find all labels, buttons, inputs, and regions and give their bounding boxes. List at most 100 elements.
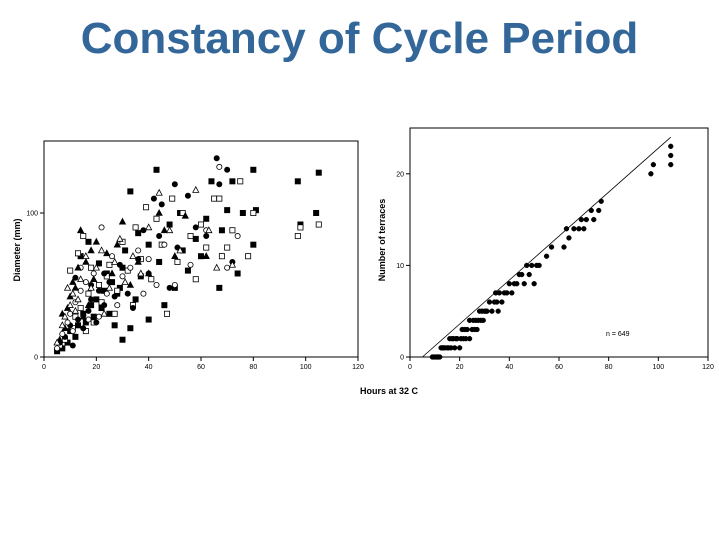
open-circle-point: [77, 287, 84, 294]
terrace-point: [504, 290, 510, 296]
open-triangle-point: [110, 257, 119, 265]
filled-triangle-point: [181, 211, 189, 219]
terrace-point: [452, 345, 458, 351]
open-circle-point: [67, 310, 74, 317]
open-triangle-point: [144, 223, 153, 231]
filled-triangle-point: [160, 226, 169, 234]
terrace-point: [466, 336, 473, 342]
right-ticks: 0 20 40 60 80 100 120 0 10 20: [396, 171, 714, 371]
filled-square-point: [119, 336, 126, 343]
open-triangle-point: [213, 263, 221, 271]
right-x-tick-label: 80: [605, 364, 613, 371]
filled-square-point: [192, 235, 199, 242]
terrace-point: [566, 235, 572, 241]
terrace-point: [519, 271, 525, 278]
open-circle-point: [59, 330, 66, 337]
filled-circle-point: [203, 233, 210, 240]
filled-triangle-point: [103, 249, 111, 257]
right-y-tick-label: 20: [396, 171, 404, 178]
open-triangle-point: [192, 185, 200, 193]
open-square-point: [163, 310, 170, 317]
open-square-point: [218, 253, 225, 260]
open-circle-point: [224, 264, 231, 271]
open-triangle-point: [53, 338, 61, 346]
filled-square-point: [127, 188, 134, 195]
terrace-point: [563, 226, 570, 232]
open-circle-point: [103, 290, 110, 297]
filled-square-point: [127, 325, 134, 332]
terrace-point: [499, 299, 505, 305]
open-circle-point: [153, 281, 160, 288]
filled-square-point: [315, 169, 322, 176]
open-square-point: [250, 209, 257, 216]
open-circle-point: [135, 247, 142, 254]
filled-square-point: [132, 296, 139, 303]
open-circle-point: [187, 261, 194, 268]
open-square-point: [88, 264, 95, 271]
open-circle-point: [95, 313, 102, 320]
open-square-point: [216, 195, 223, 202]
terrace-point: [464, 326, 470, 333]
filled-square-point: [239, 209, 246, 216]
filled-circle-point: [111, 293, 118, 300]
filled-square-point: [95, 260, 102, 267]
terrace-point: [561, 244, 567, 250]
filled-square-point: [229, 178, 236, 185]
terrace-point: [514, 281, 520, 287]
open-triangle-point: [165, 226, 174, 234]
open-circle-point: [171, 281, 178, 288]
filled-circle-point: [129, 305, 136, 312]
open-triangle-point: [121, 278, 129, 285]
filled-square-point: [197, 253, 204, 260]
open-triangle-point: [76, 275, 85, 283]
terrace-point: [489, 308, 495, 314]
filled-circle-point: [88, 296, 95, 303]
open-square-point: [143, 204, 150, 211]
open-circle-point: [145, 256, 152, 263]
open-triangle-point: [63, 283, 72, 291]
open-circle-point: [64, 319, 71, 326]
open-triangle-point: [116, 234, 124, 242]
slide-title: Constancy of Cycle Period: [80, 14, 639, 63]
terrace-point: [457, 345, 463, 351]
filled-square-point: [93, 296, 100, 303]
filled-circle-point: [116, 261, 123, 268]
filled-triangle-point: [126, 280, 135, 288]
open-triangle-point: [205, 226, 213, 234]
filled-square-point: [234, 270, 241, 277]
open-circle-point: [82, 279, 89, 286]
filled-triangle-point: [155, 208, 163, 216]
terrace-point: [486, 299, 493, 305]
terrace-point: [581, 226, 587, 232]
terrace-point: [548, 244, 555, 250]
open-triangle-point: [61, 312, 69, 320]
open-square-point: [211, 195, 218, 202]
left-x-tick-label: 80: [249, 364, 257, 371]
filled-circle-point: [75, 316, 82, 323]
terrace-point: [591, 216, 597, 223]
right-y-axis-title: Number of terraces: [377, 199, 387, 282]
left-y-tick-label: 0: [34, 355, 38, 362]
open-triangle-point: [58, 321, 66, 329]
open-square-point: [67, 267, 74, 274]
open-triangle-point: [105, 283, 114, 291]
open-triangle-point: [100, 309, 108, 317]
open-triangle-point: [71, 306, 80, 314]
terrace-point: [650, 161, 657, 168]
open-square-point: [315, 221, 322, 228]
filled-circle-point: [72, 274, 79, 281]
open-circle-point: [216, 163, 223, 170]
terrace-point: [526, 271, 532, 278]
right-x-tick-label: 60: [555, 364, 563, 371]
right-x-tick-label: 120: [702, 364, 714, 371]
filled-square-point: [90, 313, 97, 320]
terrace-point: [668, 161, 674, 168]
filled-square-point: [85, 238, 92, 245]
open-square-point: [297, 224, 304, 231]
open-square-point: [294, 233, 301, 240]
terrace-point: [571, 226, 577, 232]
filled-square-point: [145, 316, 152, 323]
filled-square-point: [208, 178, 215, 185]
terrace-point: [598, 198, 604, 204]
